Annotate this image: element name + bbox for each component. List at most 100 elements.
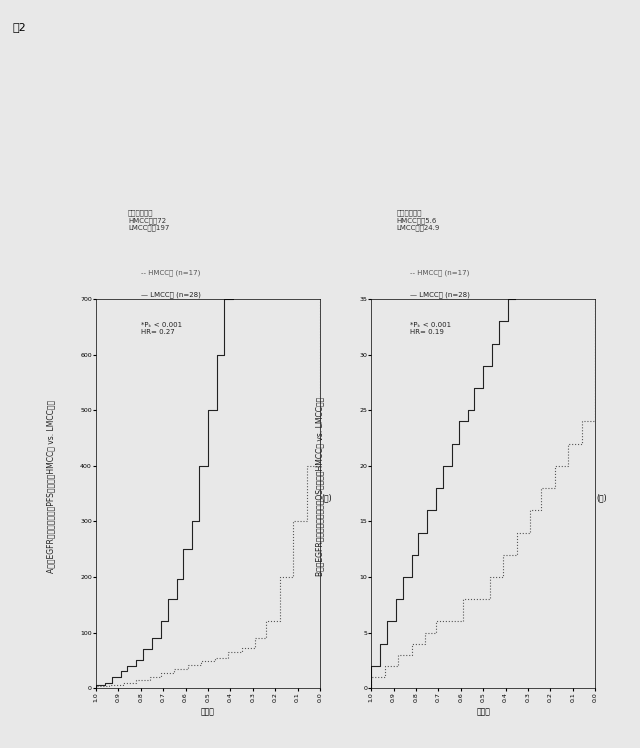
— LMCC群 (n=28) xyxy=(101,679,109,688)
— LMCC群 (n=28) xyxy=(433,494,440,503)
-- HMCC群 (n=17) xyxy=(591,350,599,359)
— LMCC群 (n=28) xyxy=(504,317,511,326)
-- HMCC群 (n=17) xyxy=(170,668,178,677)
— LMCC群 (n=28) xyxy=(511,295,518,304)
— LMCC群 (n=28) xyxy=(495,339,503,348)
— LMCC群 (n=28) xyxy=(164,606,172,615)
-- HMCC群 (n=17) xyxy=(564,462,572,470)
— LMCC群 (n=28) xyxy=(108,678,115,687)
— LMCC群 (n=28) xyxy=(415,551,422,560)
— LMCC群 (n=28) xyxy=(213,378,221,387)
-- HMCC群 (n=17) xyxy=(591,317,599,326)
— LMCC群 (n=28) xyxy=(479,373,487,381)
— LMCC群 (n=28) xyxy=(415,539,422,548)
-- HMCC群 (n=17) xyxy=(486,583,494,592)
Line: -- HMCC群 (n=17): -- HMCC群 (n=17) xyxy=(371,299,595,688)
— LMCC群 (n=28) xyxy=(488,350,496,359)
— LMCC群 (n=28) xyxy=(92,683,100,692)
-- HMCC群 (n=17) xyxy=(367,678,375,687)
-- HMCC群 (n=17) xyxy=(157,669,165,678)
— LMCC群 (n=28) xyxy=(132,661,140,670)
— LMCC群 (n=28) xyxy=(424,528,431,537)
-- HMCC群 (n=17) xyxy=(551,473,559,482)
-- HMCC群 (n=17) xyxy=(408,645,415,654)
-- HMCC群 (n=17) xyxy=(513,551,521,560)
-- HMCC群 (n=17) xyxy=(92,683,100,692)
— LMCC群 (n=28) xyxy=(392,617,399,626)
-- HMCC群 (n=17) xyxy=(421,640,429,649)
— LMCC群 (n=28) xyxy=(148,645,156,654)
-- HMCC群 (n=17) xyxy=(276,617,284,626)
— LMCC群 (n=28) xyxy=(173,595,180,604)
-- HMCC群 (n=17) xyxy=(316,322,324,331)
Text: -- HMCC群 (n=17): -- HMCC群 (n=17) xyxy=(141,269,200,276)
-- HMCC群 (n=17) xyxy=(316,406,324,415)
— LMCC群 (n=28) xyxy=(124,667,131,676)
— LMCC群 (n=28) xyxy=(157,628,165,637)
Text: *Pₖ < 0.001
HR= 0.19: *Pₖ < 0.001 HR= 0.19 xyxy=(410,322,451,334)
Text: 中央値（日）
HMCC群：72
LMCC群：197: 中央値（日） HMCC群：72 LMCC群：197 xyxy=(128,209,170,231)
-- HMCC群 (n=17) xyxy=(184,664,192,673)
— LMCC群 (n=28) xyxy=(488,361,496,370)
Y-axis label: (月): (月) xyxy=(597,494,607,503)
-- HMCC群 (n=17) xyxy=(197,660,205,669)
-- HMCC群 (n=17) xyxy=(499,562,507,571)
— LMCC群 (n=28) xyxy=(124,664,131,673)
— LMCC群 (n=28) xyxy=(439,473,447,482)
Text: A：抗EGFR抗体薬使用時のPFSの比較（HMCC群 vs. LMCC群）: A：抗EGFR抗体薬使用時のPFSの比較（HMCC群 vs. LMCC群） xyxy=(47,399,56,573)
— LMCC群 (n=28) xyxy=(164,617,172,626)
— LMCC群 (n=28) xyxy=(179,562,188,571)
— LMCC群 (n=28) xyxy=(376,650,384,659)
-- HMCC群 (n=17) xyxy=(316,350,324,359)
— LMCC群 (n=28) xyxy=(229,283,237,292)
Text: 図2: 図2 xyxy=(13,22,26,32)
— LMCC群 (n=28) xyxy=(140,656,147,665)
-- HMCC群 (n=17) xyxy=(460,606,467,615)
-- HMCC群 (n=17) xyxy=(460,617,467,626)
-- HMCC群 (n=17) xyxy=(394,656,402,665)
— LMCC群 (n=28) xyxy=(148,640,156,649)
— LMCC群 (n=28) xyxy=(408,562,415,571)
Text: — LMCC群 (n=28): — LMCC群 (n=28) xyxy=(410,292,470,298)
— LMCC群 (n=28) xyxy=(220,322,228,331)
-- HMCC群 (n=17) xyxy=(591,384,599,393)
— LMCC群 (n=28) xyxy=(92,684,100,693)
Text: *Pₖ < 0.001
HR= 0.27: *Pₖ < 0.001 HR= 0.27 xyxy=(141,322,182,334)
-- HMCC群 (n=17) xyxy=(289,545,297,554)
— LMCC群 (n=28) xyxy=(454,428,462,437)
-- HMCC群 (n=17) xyxy=(225,653,232,662)
— LMCC群 (n=28) xyxy=(399,595,406,604)
-- HMCC群 (n=17) xyxy=(591,406,599,415)
— LMCC群 (n=28) xyxy=(195,517,203,526)
-- HMCC群 (n=17) xyxy=(538,506,545,515)
-- HMCC群 (n=17) xyxy=(551,484,559,493)
-- HMCC群 (n=17) xyxy=(119,681,127,690)
-- HMCC群 (n=17) xyxy=(591,395,599,404)
— LMCC群 (n=28) xyxy=(448,450,456,459)
X-axis label: 生存率: 生存率 xyxy=(201,708,215,717)
-- HMCC群 (n=17) xyxy=(197,659,205,668)
Text: -- HMCC群 (n=17): -- HMCC群 (n=17) xyxy=(410,269,469,276)
— LMCC群 (n=28) xyxy=(116,672,124,681)
-- HMCC群 (n=17) xyxy=(262,628,270,637)
-- HMCC群 (n=17) xyxy=(211,657,219,666)
-- HMCC群 (n=17) xyxy=(316,434,324,443)
-- HMCC群 (n=17) xyxy=(591,361,599,370)
-- HMCC群 (n=17) xyxy=(262,634,270,643)
-- HMCC群 (n=17) xyxy=(289,572,297,581)
— LMCC群 (n=28) xyxy=(140,650,147,659)
-- HMCC群 (n=17) xyxy=(146,675,154,684)
— LMCC群 (n=28) xyxy=(173,583,180,592)
Line: — LMCC群 (n=28): — LMCC群 (n=28) xyxy=(371,299,515,688)
-- HMCC群 (n=17) xyxy=(526,528,534,537)
— LMCC群 (n=28) xyxy=(132,659,140,668)
— LMCC群 (n=28) xyxy=(399,583,406,592)
— LMCC群 (n=28) xyxy=(463,417,471,426)
-- HMCC群 (n=17) xyxy=(591,339,599,348)
-- HMCC群 (n=17) xyxy=(499,572,507,581)
-- HMCC群 (n=17) xyxy=(578,439,586,448)
Line: -- HMCC群 (n=17): -- HMCC群 (n=17) xyxy=(96,299,320,688)
-- HMCC群 (n=17) xyxy=(106,681,113,690)
-- HMCC群 (n=17) xyxy=(433,622,440,631)
— LMCC群 (n=28) xyxy=(229,295,237,304)
